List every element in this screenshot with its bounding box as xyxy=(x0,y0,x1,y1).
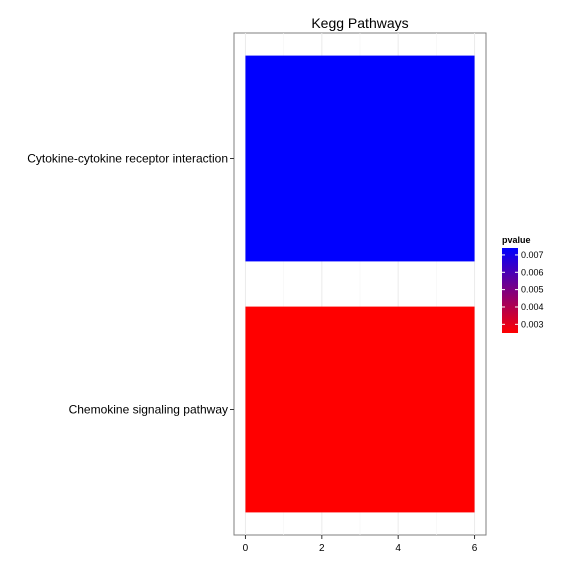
legend: pvalue 0.007 0.006 0.005 0.004 0.003 xyxy=(502,235,544,333)
legend-colorbar xyxy=(502,248,518,333)
y-tick-label-1: Chemokine signaling pathway xyxy=(69,403,228,417)
x-axis: 0 2 4 6 xyxy=(243,535,478,554)
y-tick-label-0: Cytokine-cytokine receptor interaction xyxy=(27,152,228,166)
x-tick-label-1: 2 xyxy=(319,543,325,554)
x-tick-label-0: 0 xyxy=(243,543,249,554)
bar-1 xyxy=(245,306,475,513)
bars xyxy=(245,55,475,513)
legend-tick-label-1: 0.006 xyxy=(521,267,544,277)
legend-tick-label-0: 0.007 xyxy=(521,250,544,260)
legend-title: pvalue xyxy=(502,235,531,245)
chart-title: Kegg Pathways xyxy=(311,15,408,31)
bar-0 xyxy=(245,55,475,262)
y-axis: Cytokine-cytokine receptor interaction Ch… xyxy=(27,152,234,417)
legend-tick-label-3: 0.004 xyxy=(521,302,544,312)
legend-tick-label-4: 0.003 xyxy=(521,319,544,329)
x-tick-label-2: 4 xyxy=(395,543,401,554)
legend-tick-label-2: 0.005 xyxy=(521,285,544,295)
x-tick-label-3: 6 xyxy=(472,543,478,554)
